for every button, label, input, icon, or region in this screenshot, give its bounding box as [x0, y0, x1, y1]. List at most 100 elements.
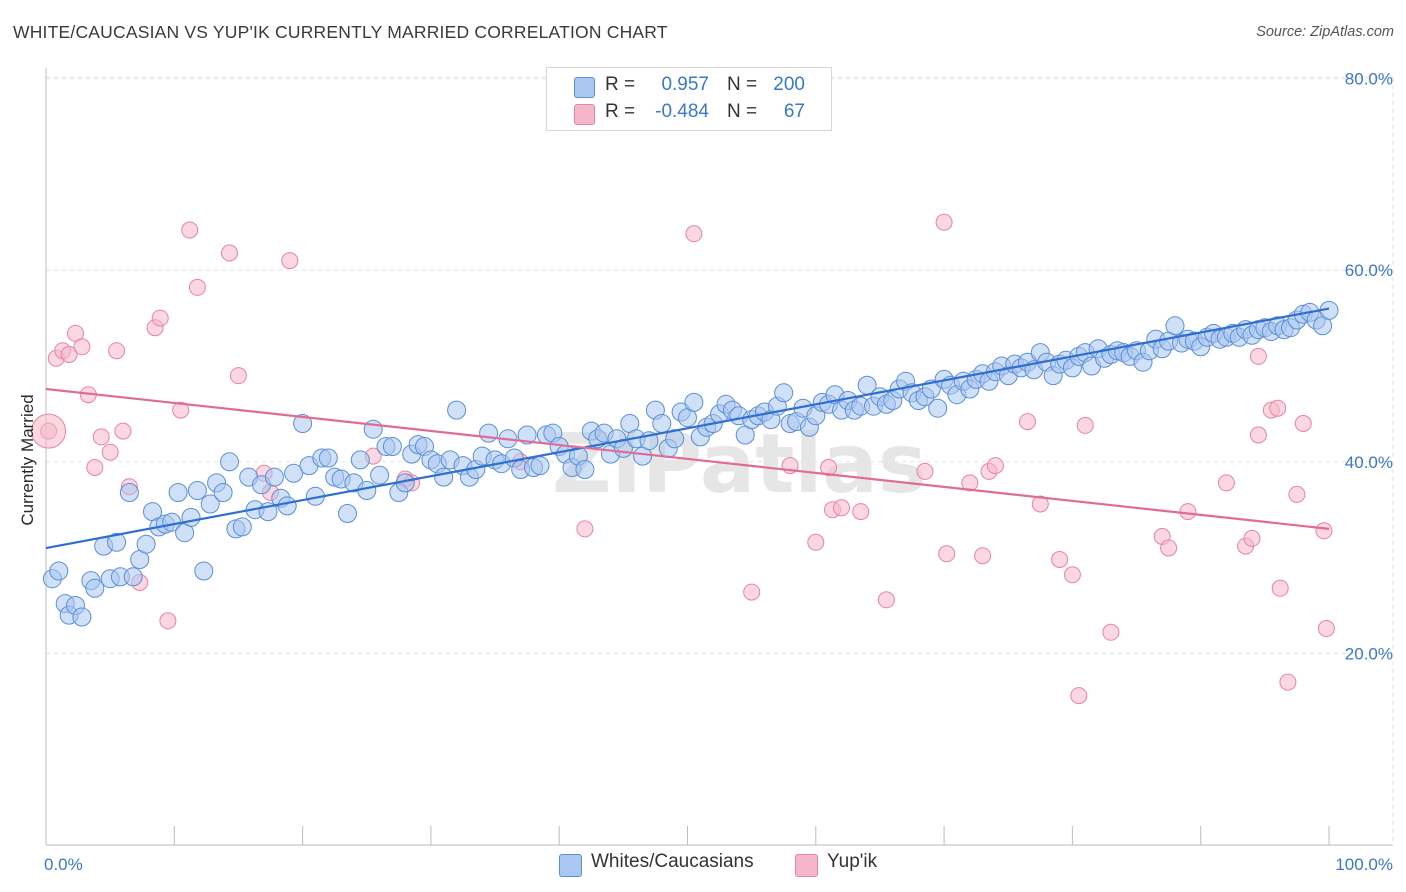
yupik-point: [1076, 416, 1094, 434]
legend-swatch-yupik: [574, 104, 595, 125]
yupik-point: [1102, 623, 1120, 641]
whites-point: [774, 383, 794, 403]
trend-lines: [45, 307, 1330, 550]
yupik-point: [576, 520, 594, 538]
whites-point: [232, 517, 252, 537]
legend-r-label: R =: [605, 74, 636, 95]
yupik-point: [1051, 551, 1069, 568]
y-tick-label: 20.0%: [1345, 644, 1393, 663]
yupik-point: [281, 252, 299, 270]
yupik-point: [1294, 415, 1312, 432]
yupik-point: [743, 583, 761, 601]
yupik-point: [916, 462, 934, 480]
yupik-point: [807, 533, 825, 551]
whites-point: [1165, 316, 1185, 336]
bottom-legend-swatch-whites: [559, 854, 582, 877]
yupik-point: [101, 443, 119, 461]
yupik-point: [1269, 399, 1287, 417]
yupik-point: [1243, 529, 1261, 547]
whites-point: [220, 452, 239, 472]
legend-n-label: N =: [727, 74, 758, 95]
whites-point: [318, 448, 338, 468]
chart-title: WHITE/CAUCASIAN VS YUP'IK CURRENTLY MARR…: [13, 22, 668, 42]
y-axis-label: Currently Married: [18, 394, 37, 525]
yupik-point: [114, 422, 132, 440]
yupik-points: [31, 213, 1335, 705]
whites-point: [575, 460, 595, 479]
whites-point: [277, 496, 297, 516]
bottom-legend-label-yupik: Yup'ik: [827, 851, 878, 872]
whites-point: [107, 532, 127, 552]
yupik-point: [1063, 566, 1081, 584]
yupik-point: [60, 346, 78, 363]
yupik-point: [1019, 413, 1036, 431]
whites-points: [42, 300, 1339, 627]
yupik-point: [938, 545, 956, 563]
yupik-point: [685, 225, 703, 243]
whites-point: [652, 414, 672, 433]
axes: [45, 68, 1393, 846]
yupik-point: [820, 459, 838, 476]
yupik-point: [1315, 522, 1333, 540]
yupik-point: [1070, 687, 1088, 705]
whites-point: [357, 481, 377, 500]
yupik-trend-line: [45, 387, 1330, 530]
whites-point: [293, 414, 313, 433]
grid-lines: [46, 76, 1394, 845]
yupik-point: [1249, 426, 1267, 444]
whites-point: [517, 425, 537, 445]
yupik-point: [1217, 474, 1235, 492]
yupik-point: [974, 547, 992, 565]
legend-n-value: 67: [783, 101, 805, 122]
whites-point: [338, 504, 357, 523]
yupik-point: [1271, 579, 1289, 597]
legend-r-label: R =: [605, 101, 636, 122]
source-label: Source: ZipAtlas.com: [1256, 24, 1394, 40]
yupik-point: [108, 342, 126, 360]
y-tick-label: 40.0%: [1345, 453, 1393, 472]
whites-point: [136, 534, 156, 554]
yupik-point: [1317, 620, 1335, 637]
whites-point: [123, 567, 143, 587]
whites-point: [181, 507, 201, 527]
yupik-point: [935, 213, 953, 231]
yupik-point: [172, 401, 190, 419]
legend-row-whites: R = 0.957 N = 200: [547, 74, 831, 100]
whites-point: [447, 400, 467, 420]
y-tick-label: 80.0%: [1345, 70, 1393, 89]
yupik-point: [1031, 495, 1049, 513]
x-tick-labels: 0.0% 100.0%: [44, 855, 1393, 874]
whites-point: [479, 423, 499, 443]
whites-point: [370, 465, 390, 485]
bottom-legend-label-whites: Whites/Caucasians: [591, 851, 754, 872]
whites-point: [284, 463, 304, 483]
x-tick-label: 100.0%: [1335, 855, 1393, 874]
yupik-point: [188, 278, 206, 296]
yupik-point: [1279, 673, 1297, 691]
yupik-point: [852, 503, 870, 521]
yupik-point: [1288, 485, 1306, 503]
whites-point: [350, 450, 370, 470]
whites-point: [264, 467, 284, 487]
whites-point: [119, 483, 139, 502]
whites-point: [194, 561, 214, 581]
yupik-point: [833, 499, 850, 517]
whites-point: [382, 437, 402, 456]
bottom-legend-swatch-yupik: [795, 854, 818, 877]
yupik-point: [877, 591, 895, 609]
whites-point: [187, 481, 207, 500]
legend-row-yupik: R = -0.484 N = 67: [547, 101, 831, 127]
whites-point: [200, 494, 220, 514]
whites-point: [530, 456, 550, 476]
yupik-point: [1249, 347, 1267, 365]
yupik-point-large: [31, 413, 67, 449]
whites-point: [684, 392, 704, 412]
yupik-point: [1160, 539, 1178, 557]
x-tick-label: 0.0%: [44, 855, 83, 874]
legend-r-value: 0.957: [661, 74, 709, 95]
legend-n-label: N =: [727, 101, 758, 122]
whites-point: [168, 483, 188, 502]
whites-trend-line: [45, 307, 1330, 550]
whites-point: [49, 561, 69, 581]
